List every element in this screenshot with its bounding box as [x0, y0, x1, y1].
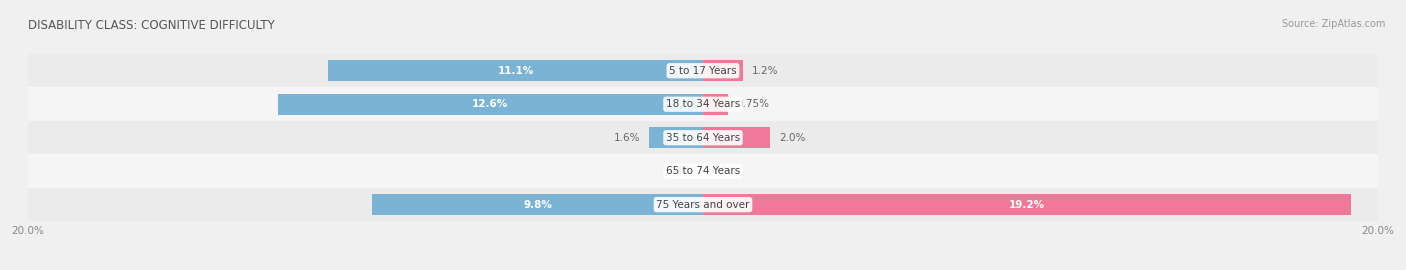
- Text: 19.2%: 19.2%: [1010, 200, 1045, 210]
- Text: 0.0%: 0.0%: [668, 166, 695, 176]
- Bar: [278, 94, 703, 114]
- Text: 1.6%: 1.6%: [614, 133, 641, 143]
- Text: 9.8%: 9.8%: [523, 200, 553, 210]
- Bar: [703, 94, 728, 114]
- Bar: [28, 154, 1378, 188]
- Bar: [28, 87, 1378, 121]
- Bar: [28, 54, 1378, 87]
- Bar: [703, 194, 1351, 215]
- Text: 1.2%: 1.2%: [752, 66, 779, 76]
- Text: 18 to 34 Years: 18 to 34 Years: [666, 99, 740, 109]
- Bar: [703, 60, 744, 81]
- Bar: [28, 188, 1378, 221]
- Text: 0.0%: 0.0%: [711, 166, 738, 176]
- Text: 35 to 64 Years: 35 to 64 Years: [666, 133, 740, 143]
- Bar: [28, 121, 1378, 154]
- Bar: [703, 127, 770, 148]
- Text: Source: ZipAtlas.com: Source: ZipAtlas.com: [1281, 19, 1385, 29]
- Text: 5 to 17 Years: 5 to 17 Years: [669, 66, 737, 76]
- Text: 12.6%: 12.6%: [472, 99, 509, 109]
- Bar: [373, 194, 703, 215]
- Bar: [650, 127, 703, 148]
- Text: DISABILITY CLASS: COGNITIVE DIFFICULTY: DISABILITY CLASS: COGNITIVE DIFFICULTY: [28, 19, 274, 32]
- Text: 11.1%: 11.1%: [498, 66, 534, 76]
- Text: 65 to 74 Years: 65 to 74 Years: [666, 166, 740, 176]
- Text: 2.0%: 2.0%: [779, 133, 806, 143]
- Text: 0.75%: 0.75%: [737, 99, 769, 109]
- Bar: [329, 60, 703, 81]
- Text: 75 Years and over: 75 Years and over: [657, 200, 749, 210]
